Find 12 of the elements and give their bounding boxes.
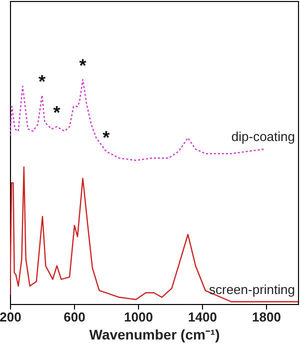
annotation: * [79, 56, 86, 76]
series-label: screen-printing [209, 282, 295, 297]
x-tick-label: 1800 [252, 310, 281, 324]
x-tick-label: 600 [64, 310, 86, 324]
x-axis-title: Wavenumber (cm⁻¹) [89, 326, 220, 342]
annotation: * [53, 102, 60, 123]
annotation: * [38, 71, 46, 92]
x-tick-label: 200 [0, 310, 22, 324]
series-label: dip-coating [231, 129, 295, 144]
x-tick-label: 1400 [188, 310, 217, 324]
annotation: * [102, 127, 110, 148]
x-tick-label: 1000 [124, 310, 153, 324]
